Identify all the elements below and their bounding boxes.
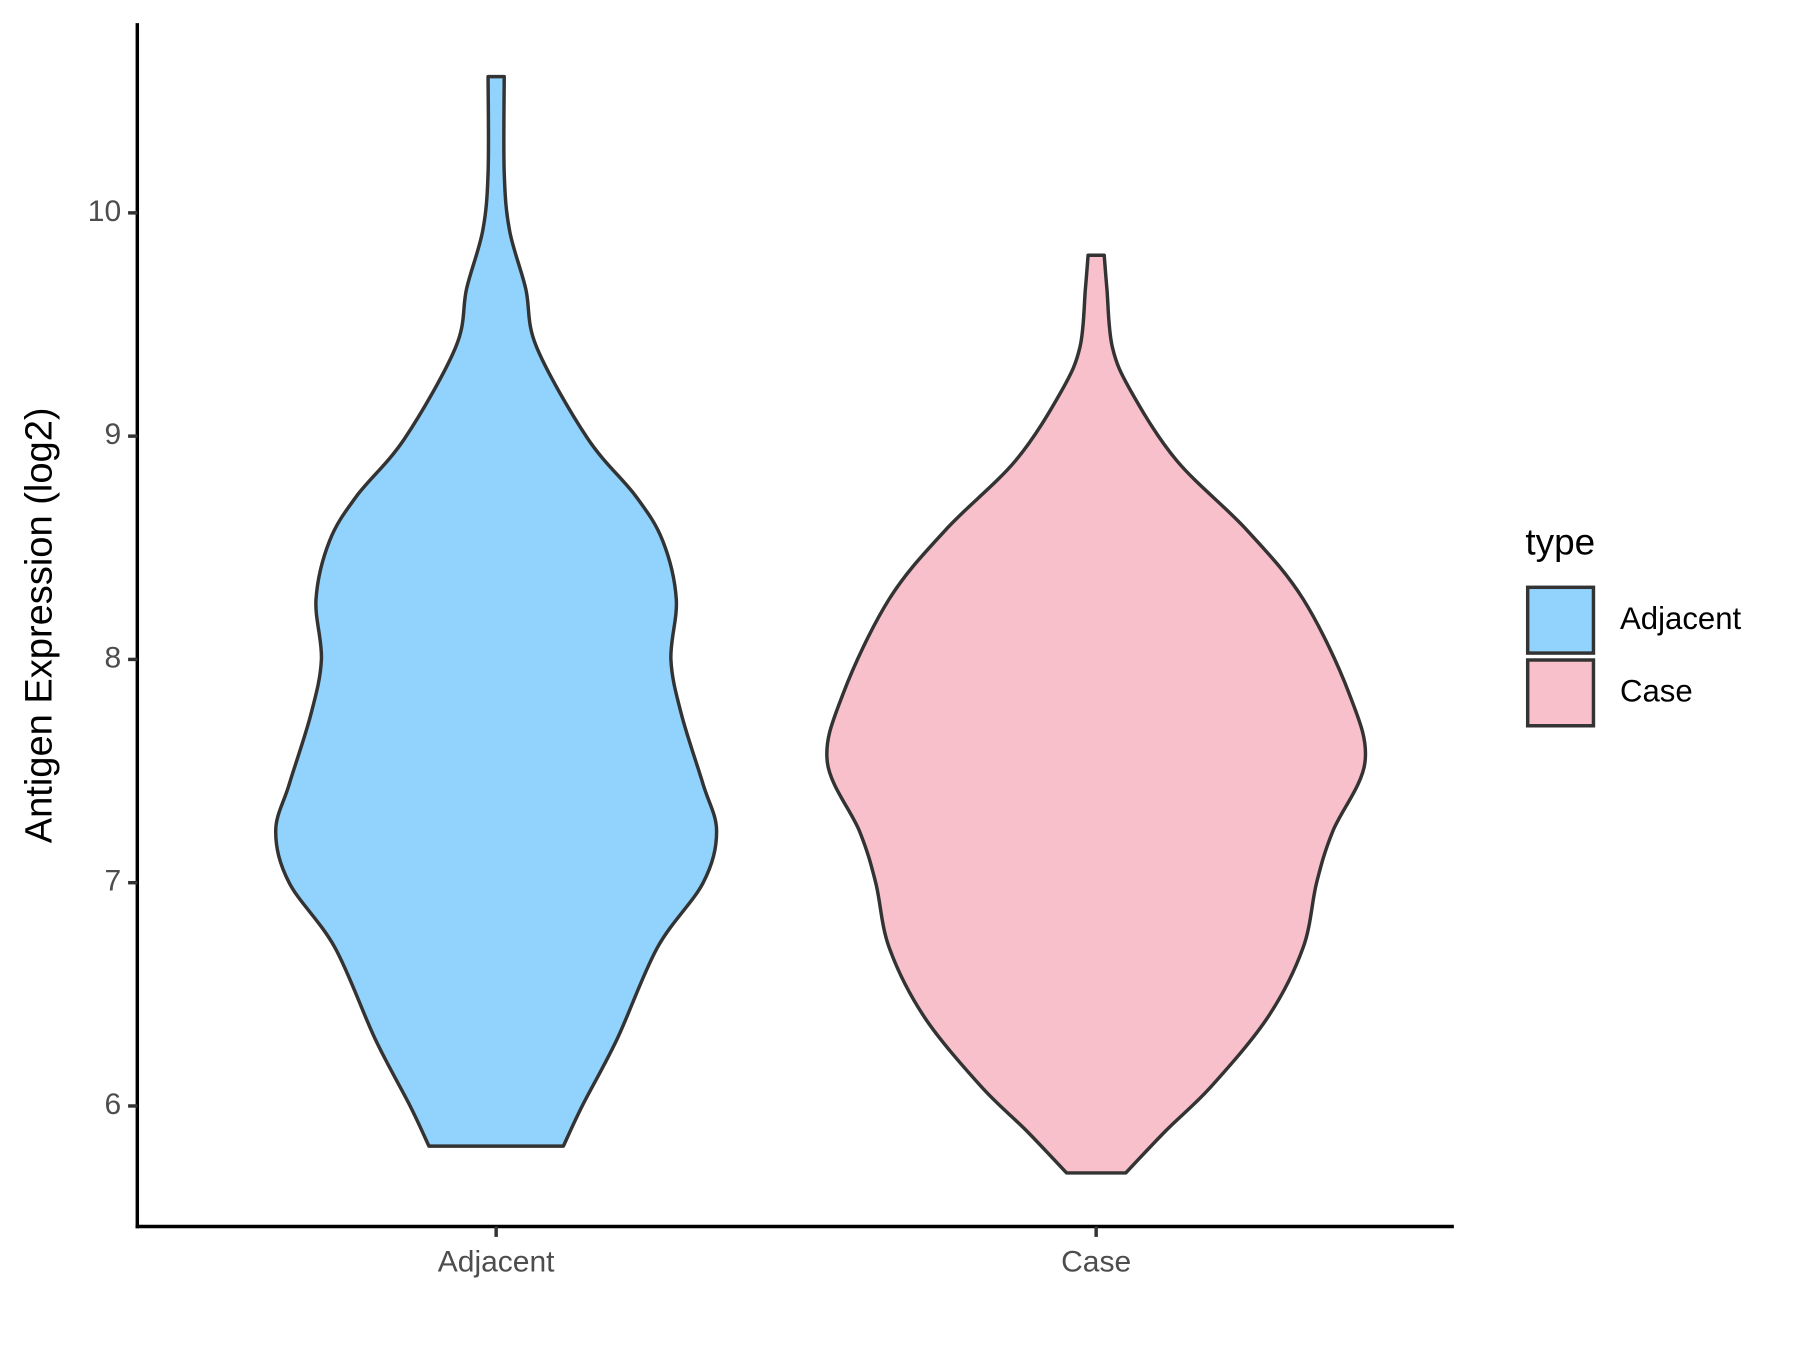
y-tick-label: 7 [104,865,121,898]
y-axis-title: Antigen Expression (log2) [19,407,61,843]
x-tick-label: Adjacent [438,1245,555,1278]
legend-title: type [1525,521,1595,562]
legend-label: Adjacent [1620,601,1742,636]
legend-key [1525,585,1596,655]
x-tick-label: Case [1061,1245,1131,1278]
legend-label: Case [1620,674,1693,709]
violin [273,74,719,1148]
legend-key [1525,658,1596,728]
y-tick-label: 8 [104,641,121,674]
y-tick-label: 9 [104,418,121,451]
violin [825,253,1368,1175]
y-tick-label: 6 [104,1088,121,1121]
y-tick-label: 10 [88,195,121,228]
